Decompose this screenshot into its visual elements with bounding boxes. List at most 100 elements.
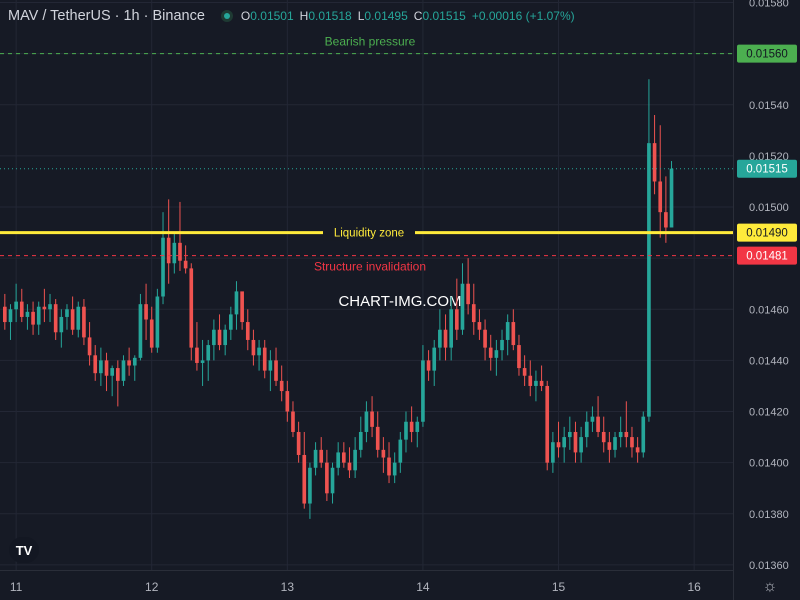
candle-down[interactable]	[375, 426, 380, 450]
candle-down[interactable]	[217, 329, 222, 346]
candle-up[interactable]	[212, 329, 216, 346]
candle-up[interactable]	[110, 368, 114, 376]
candle-up[interactable]	[669, 168, 674, 228]
candle-down[interactable]	[291, 411, 295, 432]
candle-down[interactable]	[42, 306, 47, 310]
plot-area[interactable]	[0, 0, 733, 570]
candle-up[interactable]	[460, 283, 465, 330]
candle-up[interactable]	[59, 316, 64, 333]
candle-up[interactable]	[313, 449, 318, 468]
candle-down[interactable]	[426, 360, 431, 371]
candle-up[interactable]	[132, 357, 137, 366]
candle-down[interactable]	[104, 360, 109, 376]
candle-up[interactable]	[268, 360, 273, 371]
candle-down[interactable]	[635, 447, 640, 453]
candle-up[interactable]	[613, 437, 617, 450]
candle-down[interactable]	[189, 268, 194, 348]
candle-up[interactable]	[172, 242, 177, 264]
candle-down[interactable]	[53, 304, 58, 333]
candle-down[interactable]	[488, 347, 493, 358]
candle-up[interactable]	[25, 311, 30, 317]
candle-down[interactable]	[166, 237, 171, 264]
candle-up[interactable]	[14, 301, 18, 310]
candle-down[interactable]	[302, 454, 307, 504]
candle-down[interactable]	[87, 337, 92, 356]
candle-up[interactable]	[161, 237, 165, 297]
candle-up[interactable]	[551, 442, 555, 463]
candle-up[interactable]	[336, 452, 340, 468]
candle-up[interactable]	[438, 329, 442, 348]
candle-down[interactable]	[19, 301, 24, 317]
candle-up[interactable]	[449, 309, 453, 348]
candle-up[interactable]	[223, 329, 227, 346]
candle-down[interactable]	[381, 449, 386, 458]
candle-up[interactable]	[421, 360, 425, 422]
candle-up[interactable]	[500, 339, 504, 351]
candle-up[interactable]	[562, 437, 566, 448]
candle-down[interactable]	[274, 360, 278, 381]
candle-down[interactable]	[545, 385, 550, 463]
candle-down[interactable]	[522, 368, 527, 376]
candle-down[interactable]	[325, 462, 329, 494]
candle-down[interactable]	[652, 143, 657, 182]
candle-up[interactable]	[534, 380, 538, 386]
candle-down[interactable]	[471, 304, 476, 323]
candle-up[interactable]	[590, 416, 595, 422]
candle-down[interactable]	[262, 347, 267, 371]
candle-down[interactable]	[443, 329, 448, 348]
candle-up[interactable]	[364, 411, 369, 432]
price-axis[interactable]	[733, 0, 800, 600]
candle-down[interactable]	[178, 242, 182, 261]
candle-down[interactable]	[3, 306, 7, 323]
candle-down[interactable]	[251, 339, 256, 356]
candle-up[interactable]	[76, 306, 81, 330]
candle-down[interactable]	[31, 311, 35, 325]
candle-down[interactable]	[82, 306, 86, 338]
candle-up[interactable]	[99, 360, 103, 374]
candle-up[interactable]	[36, 306, 41, 325]
candle-down[interactable]	[539, 380, 544, 386]
candle-up[interactable]	[308, 467, 312, 504]
candle-up[interactable]	[48, 304, 52, 310]
candle-up[interactable]	[121, 360, 126, 381]
candle-down[interactable]	[573, 431, 578, 453]
candle-down[interactable]	[658, 181, 663, 213]
candle-up[interactable]	[584, 421, 589, 438]
candle-down[interactable]	[342, 452, 346, 463]
candle-up[interactable]	[494, 350, 499, 358]
candle-up[interactable]	[155, 296, 160, 348]
candle-up[interactable]	[257, 347, 261, 356]
candle-up[interactable]	[568, 431, 572, 438]
candle-down[interactable]	[409, 421, 414, 432]
candle-down[interactable]	[664, 212, 668, 228]
candle-down[interactable]	[245, 322, 250, 340]
candle-up[interactable]	[330, 467, 335, 494]
candle-down[interactable]	[127, 360, 131, 366]
candle-down[interactable]	[144, 304, 148, 320]
candle-up[interactable]	[398, 439, 403, 463]
candle-up[interactable]	[138, 304, 143, 358]
candle-up[interactable]	[415, 421, 420, 432]
candle-up[interactable]	[432, 347, 437, 371]
candle-up[interactable]	[579, 437, 583, 453]
candle-down[interactable]	[511, 322, 516, 346]
candle-up[interactable]	[229, 314, 233, 330]
candle-up[interactable]	[647, 143, 651, 417]
candle-up[interactable]	[353, 449, 357, 471]
candle-down[interactable]	[70, 309, 75, 330]
candle-down[interactable]	[183, 260, 188, 269]
candle-down[interactable]	[319, 449, 324, 463]
candle-down[interactable]	[387, 457, 391, 476]
candle-up[interactable]	[234, 291, 239, 315]
candle-up[interactable]	[618, 431, 623, 438]
candle-up[interactable]	[8, 309, 13, 323]
candle-down[interactable]	[483, 329, 487, 348]
candle-down[interactable]	[607, 442, 612, 450]
candle-down[interactable]	[93, 355, 98, 374]
candle-down[interactable]	[466, 283, 470, 305]
settings-gear-icon[interactable]: ☼	[762, 578, 778, 595]
candle-down[interactable]	[624, 431, 629, 438]
candle-down[interactable]	[596, 416, 600, 432]
candle-up[interactable]	[392, 462, 397, 476]
